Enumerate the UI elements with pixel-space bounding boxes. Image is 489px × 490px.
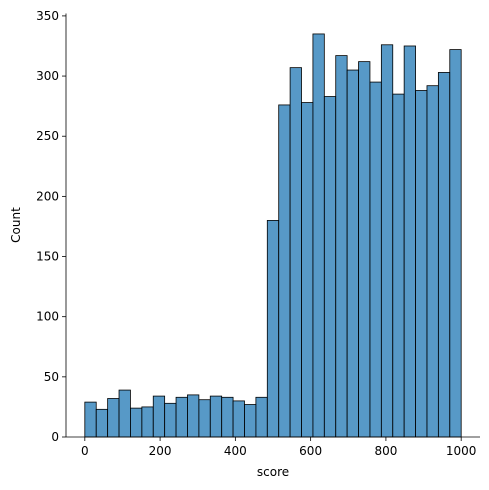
bar (449, 49, 462, 438)
y-tick-label: 50 (44, 370, 59, 384)
bar (209, 395, 223, 438)
y-tick-label: 200 (36, 189, 59, 203)
bar (403, 45, 416, 438)
bar (415, 90, 428, 438)
bar (255, 396, 268, 438)
bar (369, 81, 382, 438)
bar (289, 67, 302, 438)
bar (426, 85, 439, 438)
x-tick-label: 600 (299, 444, 322, 458)
bar (141, 406, 154, 438)
bar (392, 93, 405, 438)
x-tick-label: 800 (374, 444, 397, 458)
bar (346, 69, 359, 438)
bar (175, 396, 188, 438)
y-axis-label: Count (9, 207, 23, 243)
bar (312, 33, 325, 438)
bar (358, 61, 371, 438)
bar (84, 401, 97, 438)
bar (278, 104, 291, 438)
bar (107, 398, 120, 438)
x-axis-label: score (257, 465, 289, 479)
y-tick-label: 150 (36, 250, 59, 264)
bar (152, 395, 166, 438)
x-tick-label: 200 (149, 444, 172, 458)
y-tick-label: 250 (36, 129, 59, 143)
x-tick-label: 400 (224, 444, 247, 458)
y-tick-label: 300 (36, 69, 59, 83)
bar (118, 389, 131, 438)
bar (221, 396, 234, 438)
bar (130, 407, 143, 438)
bar (244, 404, 257, 438)
bar (266, 220, 280, 438)
bar (335, 55, 348, 438)
bar (323, 96, 337, 438)
bar (95, 408, 109, 438)
bar (380, 44, 394, 438)
bar (301, 102, 314, 438)
y-tick-label: 350 (36, 9, 59, 23)
bar (232, 400, 245, 438)
x-tick-label: 1000 (446, 444, 477, 458)
bar (437, 72, 451, 438)
y-tick-label: 0 (51, 430, 59, 444)
bar (164, 402, 177, 438)
x-tick-label: 0 (81, 444, 89, 458)
y-tick-label: 100 (36, 310, 59, 324)
bar (198, 399, 211, 438)
bar (187, 394, 200, 438)
